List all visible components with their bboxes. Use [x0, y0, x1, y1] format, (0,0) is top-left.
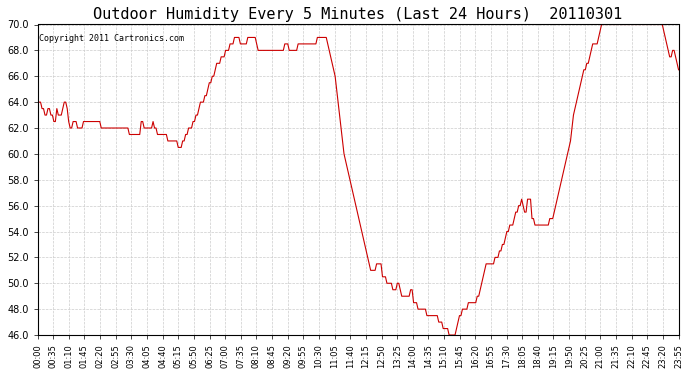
Text: Copyright 2011 Cartronics.com: Copyright 2011 Cartronics.com [39, 34, 184, 43]
Title: Outdoor Humidity Every 5 Minutes (Last 24 Hours)  20110301: Outdoor Humidity Every 5 Minutes (Last 2… [93, 7, 622, 22]
